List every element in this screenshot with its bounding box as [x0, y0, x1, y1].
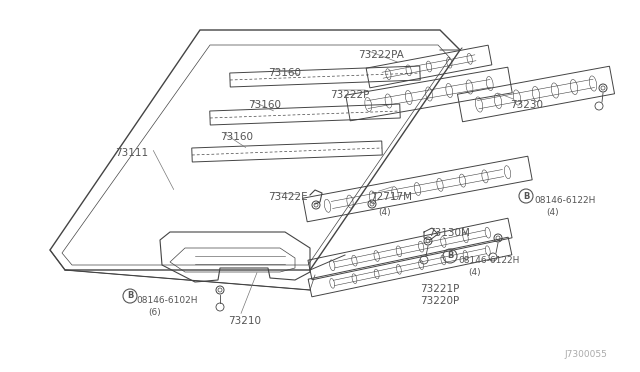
Text: (4): (4)	[468, 268, 481, 277]
Text: 73220P: 73220P	[420, 296, 460, 306]
Text: 73230: 73230	[510, 100, 543, 110]
Text: J7300055: J7300055	[564, 350, 607, 359]
Text: 73222P: 73222P	[330, 90, 369, 100]
Text: B: B	[523, 192, 529, 201]
Text: 73222PA: 73222PA	[358, 50, 404, 60]
Text: 73210: 73210	[228, 316, 261, 326]
Text: (4): (4)	[378, 208, 390, 217]
Text: 08146-6102H: 08146-6102H	[136, 296, 198, 305]
Text: 72717M: 72717M	[370, 192, 412, 202]
Text: (6): (6)	[148, 308, 161, 317]
Text: 73130M: 73130M	[428, 228, 470, 238]
Text: 73160: 73160	[268, 68, 301, 78]
Text: 73111: 73111	[115, 148, 148, 158]
Text: 73422E: 73422E	[268, 192, 308, 202]
Text: 73160: 73160	[220, 132, 253, 142]
Text: B: B	[447, 251, 453, 260]
Text: (4): (4)	[546, 208, 559, 217]
Text: 08146-6122H: 08146-6122H	[534, 196, 595, 205]
Text: 73221P: 73221P	[420, 284, 460, 294]
Text: B: B	[127, 292, 133, 301]
Text: 08146-6122H: 08146-6122H	[458, 256, 520, 265]
Text: 73160: 73160	[248, 100, 281, 110]
